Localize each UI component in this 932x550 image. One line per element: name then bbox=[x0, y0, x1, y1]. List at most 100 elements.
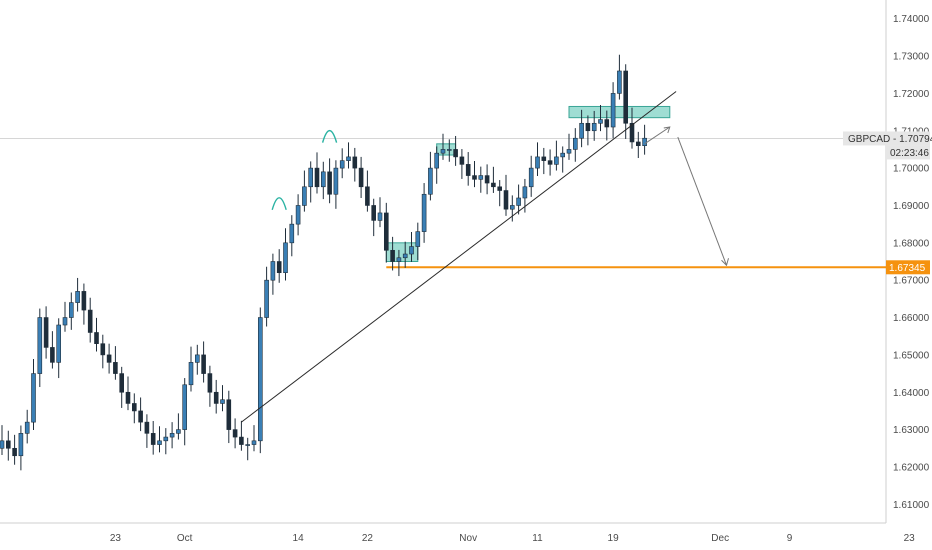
candle-body bbox=[113, 362, 118, 374]
y-tick-label: 1.62000 bbox=[893, 462, 930, 473]
axis-frame bbox=[0, 0, 887, 524]
arrowhead bbox=[721, 258, 729, 267]
candle-body bbox=[327, 171, 332, 195]
candle-body bbox=[623, 70, 629, 124]
candle-body bbox=[56, 324, 62, 363]
candle-body bbox=[94, 332, 99, 344]
candle-body bbox=[560, 152, 566, 158]
candle-body bbox=[264, 279, 269, 318]
candle-body bbox=[572, 137, 578, 150]
x-tick-label: 23 bbox=[904, 533, 916, 544]
candle-body bbox=[465, 164, 471, 176]
candle-body bbox=[528, 167, 534, 188]
y-tick-label: 1.74000 bbox=[893, 14, 930, 25]
candle-body bbox=[132, 403, 137, 412]
countdown-label: 02:23:46 bbox=[886, 145, 930, 160]
candle-body bbox=[440, 149, 446, 154]
candle-body bbox=[503, 190, 509, 210]
candle-body bbox=[610, 93, 616, 128]
projection-up-arrow bbox=[644, 126, 671, 145]
x-tick-label: 22 bbox=[362, 533, 374, 544]
candle-body bbox=[138, 410, 143, 423]
candle-body bbox=[516, 197, 521, 206]
x-tick-label: Dec bbox=[711, 533, 729, 544]
candle-body bbox=[497, 186, 503, 191]
candle-body bbox=[314, 167, 320, 188]
candle-body bbox=[31, 373, 36, 423]
candle-body bbox=[472, 175, 477, 180]
candle-body bbox=[390, 249, 395, 262]
y-tick-label: 1.63000 bbox=[893, 425, 930, 436]
arrowhead bbox=[663, 126, 671, 134]
candle-body bbox=[320, 171, 326, 188]
candle-body bbox=[150, 433, 156, 445]
x-tick-label: Nov bbox=[459, 533, 477, 544]
candle-body bbox=[207, 373, 213, 393]
candle-body bbox=[283, 242, 288, 274]
candle-body bbox=[339, 160, 345, 169]
candle-body bbox=[629, 122, 635, 143]
candle-body bbox=[617, 70, 622, 94]
candle-body bbox=[232, 429, 238, 438]
y-tick-label: 1.67000 bbox=[893, 276, 930, 287]
candle-body bbox=[484, 175, 490, 184]
countdown-text: 02:23:46 bbox=[890, 148, 929, 159]
candle-body bbox=[522, 186, 528, 199]
candle-body bbox=[144, 421, 150, 434]
candle-body bbox=[50, 347, 55, 363]
candle-body bbox=[585, 122, 591, 132]
x-tick-label: 23 bbox=[110, 533, 122, 544]
candle-body bbox=[383, 212, 389, 251]
candle-body bbox=[295, 205, 301, 225]
candle-body bbox=[245, 444, 250, 446]
x-axis-ticks: 23 Oct 14 22 Nov 11 19 Dec 9 23 bbox=[110, 533, 915, 544]
candle-body bbox=[289, 223, 295, 244]
candle-body bbox=[69, 302, 74, 318]
candle-body bbox=[239, 436, 244, 445]
candle-body bbox=[270, 261, 276, 281]
level-price-text: 1.67345 bbox=[889, 263, 926, 274]
pattern-arcs bbox=[271, 129, 338, 211]
candle-body bbox=[6, 440, 11, 449]
candle-body bbox=[535, 156, 540, 169]
candle-body bbox=[598, 119, 603, 124]
level-price-label: 1.67345 bbox=[886, 260, 930, 275]
candle-body bbox=[642, 137, 647, 146]
candle-body bbox=[346, 156, 351, 161]
candle-body bbox=[62, 317, 68, 326]
candle-body bbox=[396, 257, 402, 262]
candle-body bbox=[24, 421, 30, 434]
candle-body bbox=[421, 193, 427, 232]
pattern-box bbox=[568, 105, 671, 119]
x-tick-label: 9 bbox=[787, 533, 793, 544]
projection-down-arrow bbox=[677, 136, 727, 266]
candle-body bbox=[478, 175, 484, 180]
candle-body bbox=[0, 440, 5, 449]
candle-body bbox=[125, 391, 131, 404]
candle-body bbox=[409, 246, 414, 255]
candle-body bbox=[428, 167, 433, 195]
candle-body bbox=[226, 399, 232, 430]
candle-body bbox=[100, 343, 106, 356]
candle-body bbox=[566, 149, 572, 154]
y-tick-label: 1.68000 bbox=[893, 238, 930, 249]
projection-arrows bbox=[644, 126, 729, 267]
candle-body bbox=[81, 291, 87, 311]
pattern-arc bbox=[271, 197, 287, 211]
candle-body bbox=[453, 149, 458, 158]
y-tick-label: 1.73000 bbox=[893, 52, 930, 63]
x-tick-label: 11 bbox=[532, 533, 543, 544]
trendline[interactable] bbox=[241, 91, 677, 423]
candle-body bbox=[169, 433, 175, 438]
candle-body bbox=[157, 440, 162, 445]
candle-body bbox=[358, 167, 364, 188]
candle-body bbox=[302, 186, 307, 206]
candle-body bbox=[446, 149, 452, 151]
x-tick-label: 14 bbox=[293, 533, 305, 544]
candle-body bbox=[377, 212, 383, 221]
candle-body bbox=[163, 436, 169, 442]
candle-body bbox=[182, 384, 187, 430]
candle-body bbox=[459, 156, 465, 165]
